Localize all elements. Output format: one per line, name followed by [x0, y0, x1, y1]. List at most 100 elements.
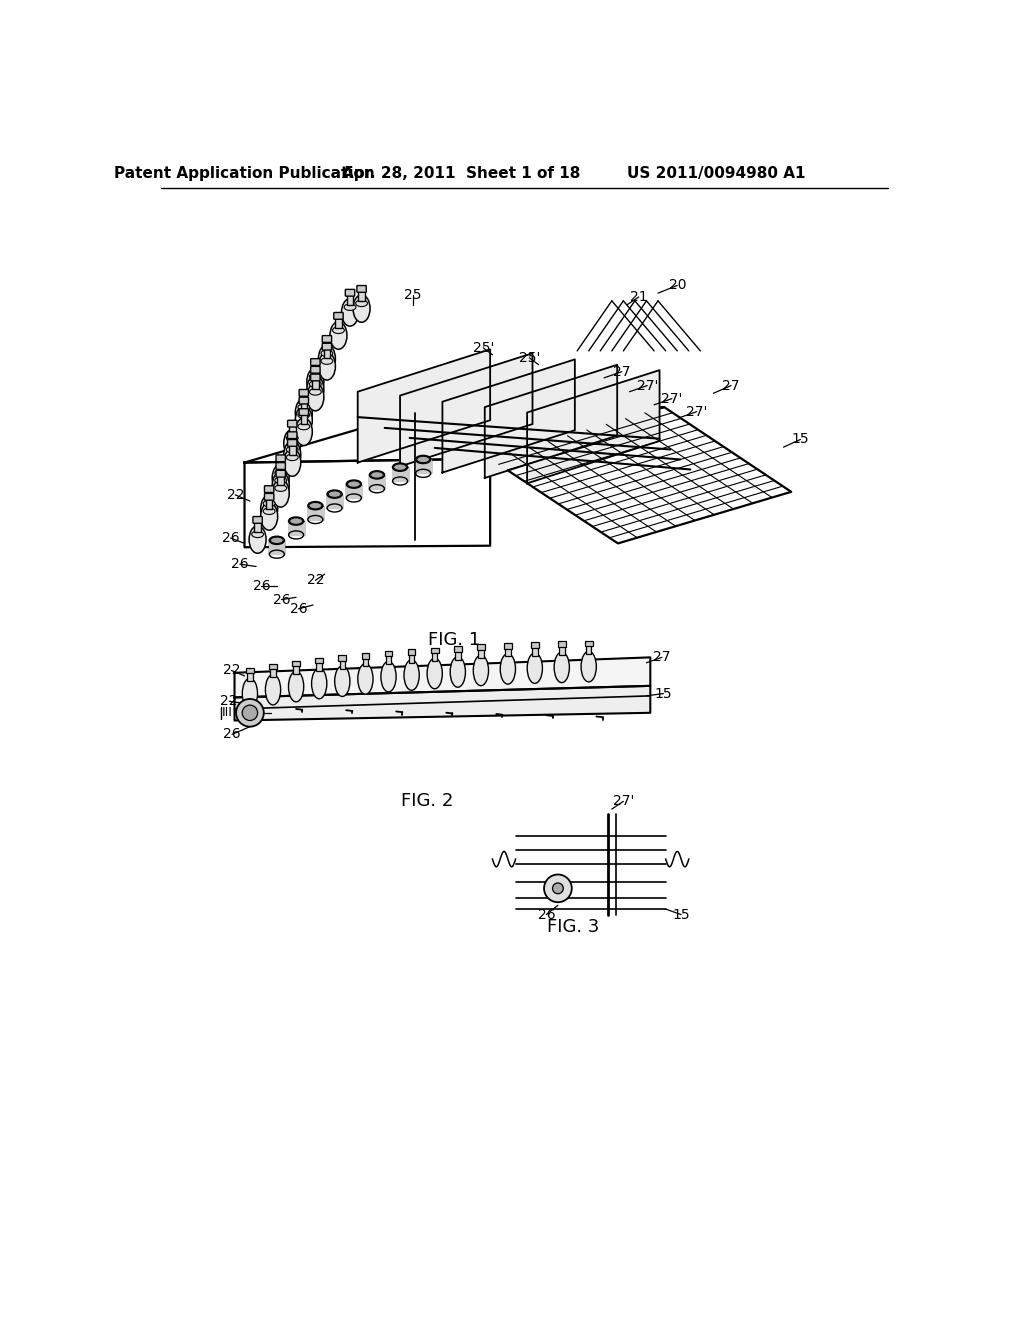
Bar — [289, 445, 296, 454]
Ellipse shape — [272, 479, 289, 507]
Bar — [586, 644, 592, 655]
Text: 15: 15 — [673, 908, 690, 921]
Polygon shape — [234, 686, 650, 721]
Ellipse shape — [370, 471, 384, 479]
Ellipse shape — [287, 434, 298, 441]
Text: 25: 25 — [404, 289, 422, 302]
Ellipse shape — [265, 675, 281, 705]
Polygon shape — [357, 350, 490, 462]
FancyBboxPatch shape — [299, 409, 308, 416]
Bar — [324, 348, 330, 359]
Ellipse shape — [295, 407, 312, 434]
Text: 26: 26 — [222, 531, 240, 545]
Ellipse shape — [284, 441, 301, 469]
Ellipse shape — [287, 446, 298, 453]
Bar — [312, 371, 318, 381]
FancyBboxPatch shape — [431, 648, 438, 653]
FancyBboxPatch shape — [477, 644, 484, 649]
Polygon shape — [392, 467, 408, 480]
Text: FIG. 3: FIG. 3 — [547, 917, 599, 936]
FancyBboxPatch shape — [288, 432, 297, 438]
Bar — [289, 425, 296, 436]
Text: 27': 27' — [686, 405, 708, 418]
Bar — [278, 467, 284, 478]
FancyBboxPatch shape — [408, 649, 416, 655]
Ellipse shape — [274, 470, 287, 477]
Bar — [316, 661, 322, 671]
Bar — [478, 648, 483, 657]
Ellipse shape — [392, 463, 408, 471]
Bar — [254, 521, 261, 532]
Text: 22: 22 — [226, 488, 244, 502]
Bar — [278, 459, 284, 470]
Ellipse shape — [261, 503, 278, 531]
Ellipse shape — [284, 449, 301, 477]
Bar — [266, 491, 272, 500]
Ellipse shape — [581, 651, 596, 682]
Ellipse shape — [309, 388, 322, 395]
Text: 15: 15 — [654, 686, 672, 701]
Ellipse shape — [311, 668, 327, 698]
Ellipse shape — [321, 358, 333, 364]
Ellipse shape — [333, 327, 344, 334]
Text: 21: 21 — [630, 290, 647, 304]
Bar — [289, 437, 296, 447]
Bar — [270, 668, 275, 677]
Bar — [300, 401, 307, 412]
FancyBboxPatch shape — [269, 664, 276, 669]
Ellipse shape — [287, 454, 298, 461]
Bar — [386, 655, 391, 664]
Ellipse shape — [289, 517, 304, 525]
Ellipse shape — [330, 322, 347, 350]
Bar — [278, 475, 284, 486]
FancyBboxPatch shape — [310, 367, 321, 374]
Ellipse shape — [404, 660, 419, 690]
Bar — [347, 294, 353, 305]
Bar — [266, 498, 272, 508]
Text: 20: 20 — [669, 279, 686, 293]
Text: 27': 27' — [662, 392, 683, 405]
Ellipse shape — [298, 424, 309, 430]
Bar — [335, 317, 342, 327]
Ellipse shape — [355, 300, 368, 306]
FancyBboxPatch shape — [288, 440, 297, 446]
Text: 27': 27' — [637, 379, 657, 392]
Bar — [247, 672, 253, 681]
Ellipse shape — [416, 455, 431, 463]
Circle shape — [243, 705, 258, 721]
FancyBboxPatch shape — [276, 462, 286, 470]
Ellipse shape — [269, 536, 285, 544]
Bar — [432, 651, 437, 661]
FancyBboxPatch shape — [276, 470, 286, 477]
FancyBboxPatch shape — [310, 359, 321, 366]
Ellipse shape — [318, 352, 336, 380]
Bar — [340, 659, 345, 669]
Circle shape — [237, 700, 264, 726]
Ellipse shape — [307, 368, 324, 396]
FancyBboxPatch shape — [292, 660, 300, 667]
Ellipse shape — [344, 304, 356, 310]
FancyBboxPatch shape — [323, 343, 332, 350]
FancyBboxPatch shape — [310, 374, 321, 381]
Polygon shape — [289, 521, 304, 535]
Bar — [358, 290, 365, 301]
Bar — [505, 647, 511, 656]
FancyBboxPatch shape — [385, 651, 392, 656]
Ellipse shape — [243, 678, 257, 709]
Ellipse shape — [295, 418, 312, 445]
FancyBboxPatch shape — [246, 668, 254, 673]
Ellipse shape — [252, 531, 263, 537]
Text: 22: 22 — [222, 664, 241, 677]
Bar — [312, 363, 318, 374]
FancyBboxPatch shape — [315, 657, 323, 663]
FancyBboxPatch shape — [504, 643, 512, 648]
Bar — [293, 664, 299, 675]
Text: 25': 25' — [472, 341, 494, 355]
Text: 22: 22 — [306, 573, 325, 587]
Text: 27: 27 — [613, 364, 631, 379]
Ellipse shape — [284, 429, 301, 457]
Ellipse shape — [451, 657, 466, 688]
Ellipse shape — [289, 672, 304, 702]
Polygon shape — [269, 540, 285, 554]
Ellipse shape — [274, 484, 287, 491]
